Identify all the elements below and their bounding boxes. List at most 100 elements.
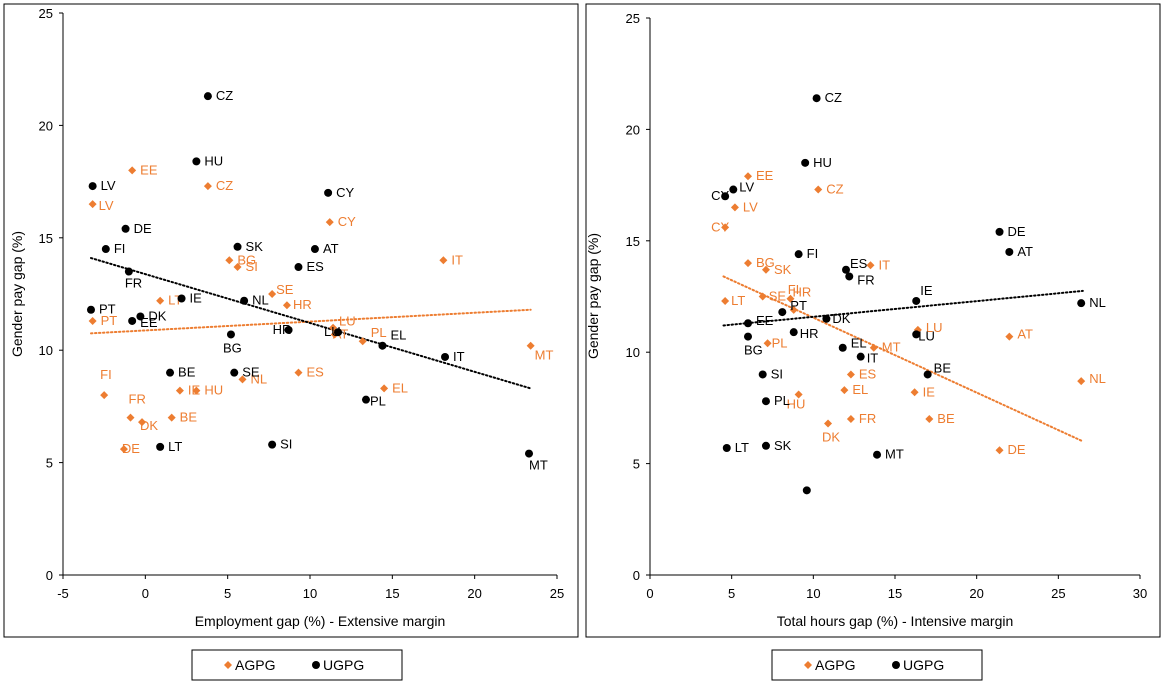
point-ugpg [812,94,821,103]
point-ugpg [233,242,242,251]
legend-label-agpg: AGPG [815,657,855,673]
point-agpg [138,418,147,427]
data-label: SI [771,366,783,381]
data-label: IT [879,257,891,272]
point-ugpg [240,296,249,305]
data-label: EL [851,336,867,351]
point-ugpg [744,319,752,328]
point-agpg [225,256,234,265]
point-agpg [789,305,798,314]
y-tick-label: 5 [46,456,53,471]
point-agpg [167,413,176,422]
data-label: LT [168,439,182,454]
data-label: PL [370,394,386,409]
point-agpg [744,172,752,181]
point-agpg [1077,377,1086,386]
data-label: LV [101,178,116,193]
data-label: FR [859,411,876,426]
point-agpg [758,292,767,301]
data-label: PT [99,302,116,317]
data-label: SI [246,259,258,274]
point-agpg [238,375,247,384]
point-ugpg [721,192,730,201]
data-label: SK [774,262,792,277]
point-ugpg [333,328,342,337]
point-agpg [763,339,772,348]
trendline-ugpg [722,289,1084,327]
data-label: DE [134,221,152,236]
x-tick-label: 0 [646,586,653,601]
point-ugpg [166,368,175,377]
x-tick-label: 20 [467,586,481,601]
data-label: NL [1089,371,1106,386]
x-tick-label: 5 [728,586,735,601]
point-agpg [268,290,277,298]
data-label: BG [237,252,256,267]
point-ugpg [441,352,450,361]
data-label: ES [850,256,868,271]
trendline-agpg [722,275,1084,443]
point-ugpg [124,267,133,276]
y-tick-label: 15 [39,231,53,246]
data-label: MT [885,447,904,462]
data-label: HU [204,153,223,168]
legend-box [191,649,403,681]
point-ugpg [192,157,201,166]
point-ugpg [226,330,235,339]
data-label: FR [857,272,874,287]
chart-frame [585,3,1161,638]
data-label: SK [246,239,264,254]
point-agpg [794,390,803,399]
data-label: LV [739,180,754,195]
data-label: HR [273,322,292,337]
data-label: CZ [216,178,233,193]
point-agpg [721,223,730,232]
point-agpg [995,446,1004,455]
data-label: ES [306,365,324,380]
point-ugpg [88,182,97,191]
data-label: PL [371,325,387,340]
point-agpg [156,296,165,305]
data-label: IE [190,290,203,305]
point-agpg [786,294,795,303]
point-ugpg [121,224,130,233]
x-tick-label: -5 [57,586,69,601]
point-ugpg [778,308,787,317]
legend-label-ugpg: UGPG [323,657,364,673]
point-agpg [761,265,770,274]
x-tick-label: 10 [806,586,820,601]
point-ugpg [923,370,932,379]
point-agpg [233,263,242,272]
point-agpg [925,415,934,424]
data-label: CZ [826,182,843,197]
legend-label-agpg: AGPG [235,657,275,673]
data-label: SE [769,289,787,304]
data-label: SE [276,282,294,297]
point-ugpg [794,250,803,259]
data-label: LU [324,324,341,339]
data-label: EE [140,162,158,177]
point-ugpg [801,158,810,167]
x-tick-label: 15 [888,586,902,601]
point-ugpg [842,265,850,274]
data-label: LU [339,314,356,329]
chart-frame [3,3,579,638]
data-label: MT [535,348,554,363]
point-agpg [1005,332,1014,341]
trendline-agpg [89,308,532,335]
point-agpg [203,182,212,191]
y-tick-label: 20 [626,122,640,137]
data-label: EL [852,382,868,397]
data-label: FI [807,246,819,261]
data-label: FR [129,392,146,407]
data-label: AT [323,241,339,256]
point-ugpg [525,449,534,458]
x-axis-title: Employment gap (%) - Extensive margin [195,613,446,629]
point-agpg [175,386,184,395]
data-label: FR [125,276,142,291]
data-label: BG [756,255,775,270]
data-label: HR [792,285,811,300]
data-label: DE [122,441,140,456]
